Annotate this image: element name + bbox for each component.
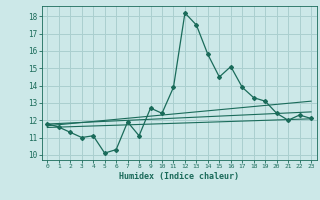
- X-axis label: Humidex (Indice chaleur): Humidex (Indice chaleur): [119, 172, 239, 181]
